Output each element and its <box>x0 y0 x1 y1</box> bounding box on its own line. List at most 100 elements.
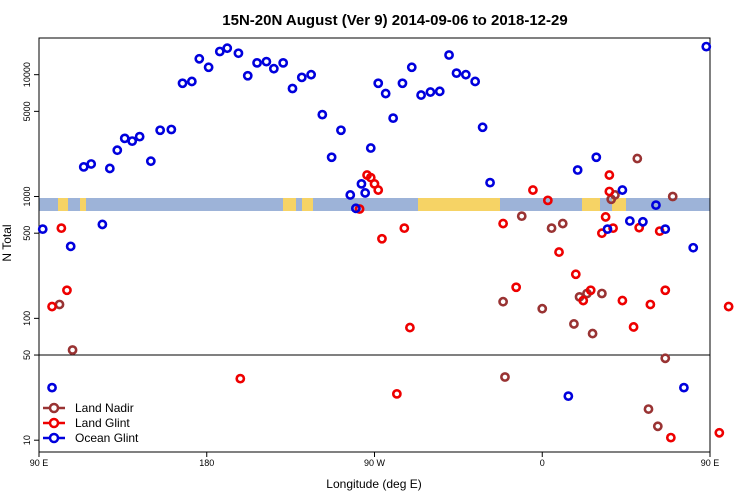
x-tick-label: 90 E <box>30 458 49 468</box>
ocean-glint-point <box>397 78 408 89</box>
land-nadir-point <box>652 421 663 432</box>
land-nadir-point <box>596 288 607 299</box>
ocean-glint-point <box>356 178 367 189</box>
y-tick-label: 5000 <box>22 101 32 121</box>
land-glint-point <box>511 282 522 293</box>
y-axis: 10 50 100 500 1000 5000 10000 <box>22 62 39 445</box>
land-glint-point <box>608 223 618 234</box>
ocean-glint-point <box>701 41 712 52</box>
ocean-glint-point <box>434 86 445 97</box>
ocean-glint-point <box>451 68 462 79</box>
ocean-glint-point <box>203 62 214 73</box>
ocean-glint-point <box>222 43 233 54</box>
x-tick-label: 90 E <box>701 458 720 468</box>
ocean-band <box>39 198 710 211</box>
ocean-glint-point <box>134 131 145 142</box>
land-glint-point <box>554 247 564 257</box>
y-tick-label: 10 <box>22 435 32 445</box>
land-segment <box>582 198 600 211</box>
ocean-glint-point <box>360 188 371 198</box>
ocean-glint-point <box>651 200 661 211</box>
land-glint-point <box>528 185 538 195</box>
ocean-glint-point <box>306 69 317 80</box>
land-nadir-point <box>546 223 557 234</box>
land-nadir-point <box>632 153 643 164</box>
ocean-glint-point <box>326 152 337 163</box>
land-glint-point <box>578 295 589 306</box>
ocean-glint-point <box>350 203 361 214</box>
y-tick-label: 100 <box>22 311 32 326</box>
ocean-glint-point <box>688 242 699 253</box>
land-nadir-point <box>587 328 598 339</box>
ocean-glint-point <box>460 69 471 80</box>
y-axis-title: N Total <box>0 224 14 261</box>
ocean-glint-point <box>242 70 253 81</box>
land-glint-point <box>600 212 611 222</box>
ocean-glint-point <box>145 156 156 167</box>
legend-label-land-nadir: Land Nadir <box>75 401 134 415</box>
land-glint-point <box>604 170 615 180</box>
chart-title: 15N-20N August (Ver 9) 2014-09-06 to 201… <box>222 12 567 29</box>
ocean-glint-point <box>416 90 426 100</box>
ocean-glint-point <box>679 382 689 393</box>
ocean-glint-point <box>485 177 495 188</box>
land-nadir-point <box>569 319 579 329</box>
land-nadir-point <box>498 296 509 307</box>
land-nadir-point <box>537 303 548 314</box>
ocean-glint-point <box>104 163 115 174</box>
land-segment <box>58 198 68 211</box>
y-tick-label: 1000 <box>22 186 32 206</box>
ocean-glint-point <box>380 88 391 99</box>
ocean-glint-point <box>112 145 123 156</box>
land-nadir-point <box>516 211 527 222</box>
land-glint-point <box>56 223 67 234</box>
ocean-glint-point <box>365 143 376 153</box>
land-segment <box>80 198 86 211</box>
ocean-glint-point <box>477 122 488 133</box>
legend-marker-land-glint <box>48 417 60 429</box>
land-glint-point <box>585 285 596 296</box>
ocean-glint-point <box>233 48 244 59</box>
land-glint-point <box>714 427 725 438</box>
land-glint-point <box>47 301 57 312</box>
ocean-glint-point <box>470 76 481 87</box>
land-nadir-point <box>643 404 654 414</box>
ocean-glint-point <box>278 57 289 68</box>
land-nadir-point <box>500 372 510 382</box>
land-segment <box>418 198 500 211</box>
land-glint-point <box>62 285 72 296</box>
x-axis: 90 E 180 90 W 0 90 E <box>30 452 720 468</box>
y-tick-label: 500 <box>22 226 32 241</box>
ocean-glint-point <box>591 152 602 163</box>
land-glint-point <box>373 185 384 195</box>
ocean-glint-point <box>287 83 298 94</box>
ocean-glint-point <box>602 224 613 235</box>
ocean-glint-point <box>336 125 346 136</box>
ocean-glint-point <box>660 224 671 235</box>
land-nadir-point <box>667 191 678 202</box>
land-glint-point <box>617 295 628 306</box>
land-glint-point <box>405 322 415 333</box>
ocean-glint-point <box>214 46 225 57</box>
ocean-glint-point <box>624 216 635 226</box>
land-glint-point <box>665 432 676 443</box>
legend-marker-ocean-glint <box>48 432 60 444</box>
y-tick-label: 10000 <box>22 62 32 87</box>
ocean-glint-point <box>406 62 417 73</box>
land-glint-point <box>235 373 246 384</box>
land-nadir-point <box>67 345 78 355</box>
land-glint-point <box>399 223 410 234</box>
x-tick-label: 180 <box>199 458 214 468</box>
x-axis-title: Longitude (deg E) <box>326 477 421 491</box>
ocean-glint-point <box>127 136 138 146</box>
land-nadir-point <box>660 353 671 364</box>
ocean-glint-point <box>97 219 108 230</box>
land-glint-point <box>645 299 656 310</box>
land-nadir-point <box>557 218 568 229</box>
legend-label-land-glint: Land Glint <box>75 416 130 430</box>
legend-marker-land-nadir <box>48 402 60 414</box>
ocean-glint-point <box>425 87 436 97</box>
ocean-glint-point <box>373 78 384 89</box>
ocean-glint-point <box>388 113 399 124</box>
